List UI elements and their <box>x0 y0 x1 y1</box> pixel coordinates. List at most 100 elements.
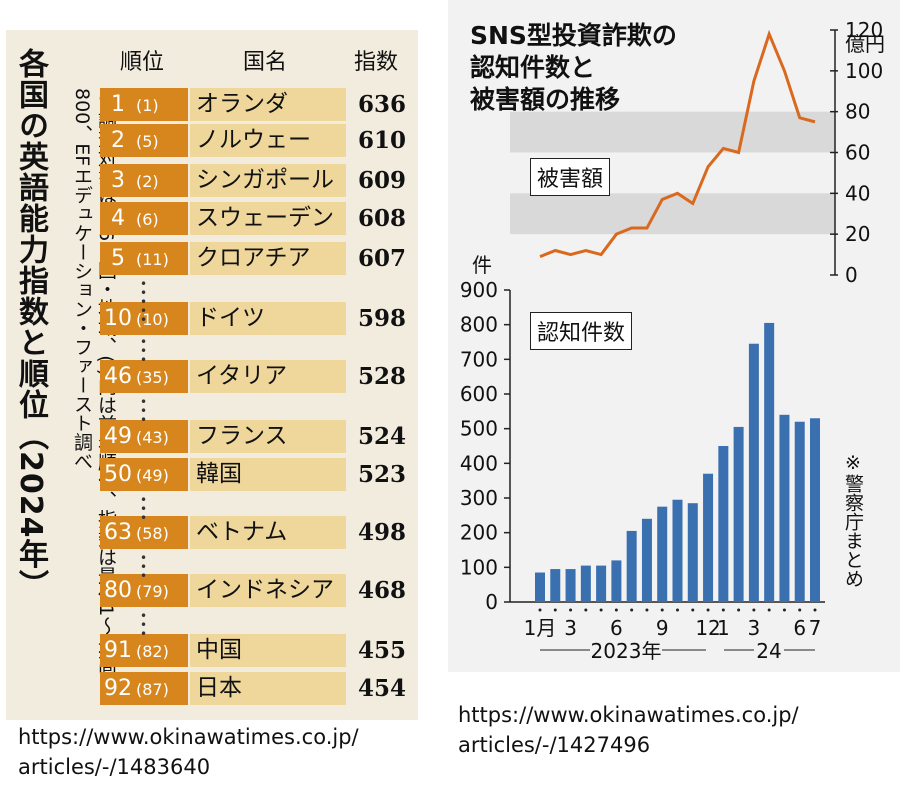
count-tick-label: 500 <box>460 417 498 441</box>
x-tick-label: 12 <box>695 616 720 640</box>
ranking-row: 46 (35) イタリア 528 <box>100 360 406 393</box>
ranking-title: 各国の英語能力指数と順位（2024年） <box>13 48 48 601</box>
index-value: 608 <box>357 205 406 232</box>
index-value: 607 <box>357 245 406 272</box>
rank-value: 80 <box>104 578 132 603</box>
country-name: イタリア <box>190 360 346 393</box>
x-tick-label: 1 <box>717 616 730 640</box>
count-tick-label: 200 <box>460 521 498 545</box>
count-bar <box>810 418 820 602</box>
rank-cell: 46 (35) <box>100 360 188 393</box>
rank-value: 5 <box>111 246 125 271</box>
index-value: 609 <box>357 167 406 194</box>
ranking-row: 49 (43) フランス 524 <box>100 420 406 453</box>
rank-value: 63 <box>104 520 132 545</box>
x-tick-label: 9 <box>656 616 669 640</box>
rank-cell: 92 (87) <box>100 672 188 705</box>
x-tick-dot <box>706 608 710 612</box>
count-bar <box>550 569 561 602</box>
country-name: クロアチア <box>190 242 346 275</box>
count-bar <box>626 530 637 602</box>
country-name: ベトナム <box>190 516 346 549</box>
count-bar <box>779 414 790 602</box>
x-tick-dot <box>599 608 603 612</box>
x-tick-dot <box>737 608 741 612</box>
rank-value: 92 <box>104 676 132 701</box>
rank-value: 46 <box>104 364 132 389</box>
previous-rank: (6) <box>136 210 159 229</box>
count-bar <box>703 473 714 602</box>
damage-band <box>510 111 835 153</box>
previous-rank: (49) <box>136 466 169 485</box>
damage-line <box>539 29 816 259</box>
count-bar <box>565 569 576 602</box>
count-bar <box>596 565 607 602</box>
rank-cell: 63 (58) <box>100 516 188 549</box>
index-value: 454 <box>357 675 406 702</box>
rank-cell: 49 (43) <box>100 420 188 453</box>
country-name: シンガポール <box>190 164 346 197</box>
index-value: 498 <box>357 519 406 546</box>
previous-rank: (58) <box>136 524 169 543</box>
count-tick-label: 0 <box>485 590 498 614</box>
count-tick-label: 600 <box>460 382 498 406</box>
x-tick-label: 3 <box>564 616 577 640</box>
ranking-row: 3 (2) シンガポール 609 <box>100 164 406 197</box>
source-url-left[interactable]: https://www.okinawatimes.co.jp/articles/… <box>18 725 359 779</box>
x-tick-label: 7 <box>809 616 822 640</box>
count-tick-label: 800 <box>460 313 498 337</box>
rank-cell: 1 (1) <box>100 88 188 121</box>
count-bar <box>687 503 698 602</box>
rank-value: 10 <box>104 306 132 331</box>
rank-cell: 2 (5) <box>100 124 188 157</box>
previous-rank: (82) <box>136 642 169 661</box>
rank-cell: 91 (82) <box>100 634 188 667</box>
ellipsis-dots: • • • <box>140 551 148 583</box>
x-tick-dot <box>813 608 817 612</box>
rank-value: 3 <box>111 168 125 193</box>
x-tick-dot <box>538 608 542 612</box>
count-bar <box>611 560 622 602</box>
index-value: 610 <box>357 127 406 154</box>
country-name: 中国 <box>190 634 346 667</box>
ranking-row: 2 (5) ノルウェー 610 <box>100 124 406 157</box>
damage-tick-label: 60 <box>845 141 870 165</box>
previous-rank: (10) <box>136 310 169 329</box>
source-url-right[interactable]: https://www.okinawatimes.co.jp/articles/… <box>458 703 799 757</box>
chart-source-note: ※警察庁まとめ <box>842 452 864 588</box>
index-value: 455 <box>357 637 406 664</box>
previous-rank: (1) <box>136 96 159 115</box>
ranking-row: 4 (6) スウェーデン 608 <box>100 202 406 235</box>
index-value: 524 <box>357 423 406 450</box>
index-value: 636 <box>357 91 406 118</box>
count-tick-label: 400 <box>460 451 498 475</box>
x-tick-dot <box>569 608 573 612</box>
header-rank: 順位 <box>120 50 165 75</box>
count-bar <box>672 499 683 602</box>
year-label-2023: 2023年 <box>591 639 662 663</box>
country-name: ノルウェー <box>190 124 346 157</box>
rank-value: 1 <box>111 92 125 117</box>
ranking-row: 91 (82) 中国 455 <box>100 634 406 667</box>
rank-value: 49 <box>104 424 132 449</box>
rank-value: 4 <box>111 206 125 231</box>
x-tick-label: 6 <box>793 616 806 640</box>
x-tick-dot <box>660 608 664 612</box>
x-tick-dot <box>691 608 695 612</box>
ellipsis-dots: • • • <box>140 335 148 367</box>
count-bar <box>764 322 775 602</box>
index-value: 468 <box>357 577 406 604</box>
damage-tick-label: 80 <box>845 100 870 124</box>
rank-cell: 4 (6) <box>100 202 188 235</box>
rank-cell: 50 (49) <box>100 458 188 491</box>
damage-label: 被害額 <box>530 158 611 196</box>
rank-value: 91 <box>104 638 132 663</box>
damage-tick-label: 120 <box>845 18 883 42</box>
previous-rank: (87) <box>136 680 169 699</box>
ellipsis-dots: • • • <box>140 395 148 427</box>
header-index: 指数 <box>354 50 399 75</box>
count-tick-label: 700 <box>460 347 498 371</box>
count-bar <box>535 572 545 602</box>
x-tick-label: 1月 <box>524 616 557 640</box>
